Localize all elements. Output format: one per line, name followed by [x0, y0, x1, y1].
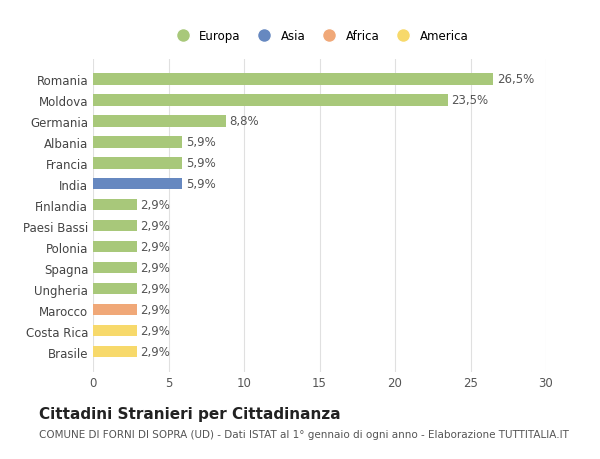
Bar: [93, 325, 137, 336]
Text: Cittadini Stranieri per Cittadinanza: Cittadini Stranieri per Cittadinanza: [39, 406, 341, 421]
Text: 2,9%: 2,9%: [140, 283, 170, 296]
Bar: [93, 241, 137, 253]
Text: 2,9%: 2,9%: [140, 220, 170, 233]
Bar: [93, 74, 493, 85]
Text: 5,9%: 5,9%: [186, 157, 215, 170]
Text: 23,5%: 23,5%: [452, 94, 489, 107]
Bar: [93, 200, 137, 211]
Text: 2,9%: 2,9%: [140, 303, 170, 316]
Text: 2,9%: 2,9%: [140, 199, 170, 212]
Bar: [93, 304, 137, 316]
Text: 26,5%: 26,5%: [497, 73, 534, 86]
Text: 5,9%: 5,9%: [186, 178, 215, 191]
Text: 2,9%: 2,9%: [140, 262, 170, 274]
Bar: [93, 157, 182, 169]
Bar: [93, 283, 137, 295]
Text: COMUNE DI FORNI DI SOPRA (UD) - Dati ISTAT al 1° gennaio di ogni anno - Elaboraz: COMUNE DI FORNI DI SOPRA (UD) - Dati IST…: [39, 429, 569, 439]
Bar: [93, 95, 448, 106]
Text: 5,9%: 5,9%: [186, 136, 215, 149]
Bar: [93, 137, 182, 148]
Bar: [93, 179, 182, 190]
Text: 8,8%: 8,8%: [230, 115, 259, 128]
Bar: [93, 346, 137, 358]
Text: 2,9%: 2,9%: [140, 241, 170, 254]
Bar: [93, 220, 137, 232]
Legend: Europa, Asia, Africa, America: Europa, Asia, Africa, America: [166, 25, 473, 47]
Bar: [93, 263, 137, 274]
Bar: [93, 116, 226, 127]
Text: 2,9%: 2,9%: [140, 325, 170, 337]
Text: 2,9%: 2,9%: [140, 345, 170, 358]
